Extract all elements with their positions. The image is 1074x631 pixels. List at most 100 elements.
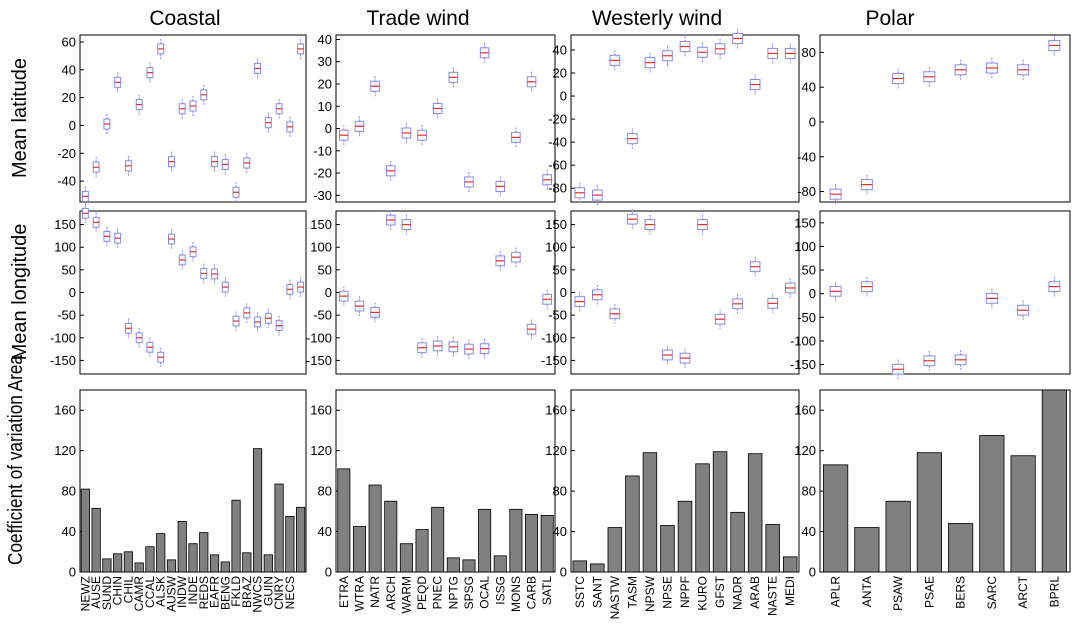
- category-label: WTRA: [352, 576, 366, 611]
- bar: [540, 514, 554, 573]
- panel-frame: [335, 210, 556, 375]
- y-tick-label: 160: [310, 403, 332, 418]
- y-tick-label: 0: [809, 286, 816, 301]
- category-label: PNEC: [431, 576, 445, 610]
- y-tick-label: 100: [794, 239, 816, 254]
- category-label: INDW: [175, 575, 189, 608]
- bar: [274, 483, 284, 573]
- bar: [431, 506, 445, 573]
- y-tick-label: 40: [318, 32, 332, 47]
- category-label: GUIN: [261, 576, 275, 606]
- category-label: MONS: [509, 576, 523, 612]
- category-label: PSAE: [922, 576, 936, 608]
- y-tick-label: -100: [50, 330, 76, 345]
- bar: [660, 525, 675, 573]
- bar: [823, 464, 849, 573]
- bar: [478, 508, 492, 573]
- category-label: NADR: [731, 576, 745, 610]
- y-tick-label: -40: [797, 149, 816, 164]
- bar: [188, 543, 198, 573]
- y-tick-label: 40: [62, 62, 76, 77]
- y-tick-label: 10: [318, 99, 332, 114]
- y-tick-label: -10: [313, 143, 332, 158]
- panel-frame: [79, 210, 307, 375]
- y-tick-label: 20: [62, 90, 76, 105]
- y-tick-label: 30: [318, 54, 332, 69]
- y-tick-label: 0: [69, 565, 76, 580]
- bar: [209, 554, 220, 573]
- category-label: NASTW: [608, 575, 622, 619]
- category-label: BPRL: [1047, 576, 1061, 608]
- y-tick-label: 80: [318, 484, 332, 499]
- y-tick-label: 120: [310, 443, 332, 458]
- category-label: INDE: [186, 576, 200, 605]
- y-tick-label: 20: [318, 76, 332, 91]
- category-label: SUND: [100, 576, 114, 610]
- category-label: AUSE: [89, 576, 103, 609]
- category-label: NWCS: [251, 576, 265, 613]
- bar: [242, 552, 252, 573]
- bar: [730, 511, 745, 573]
- bar: [102, 558, 112, 573]
- bar: [220, 561, 230, 573]
- bar: [572, 560, 588, 573]
- category-label: NPSE: [660, 576, 674, 609]
- y-tick-label: 120: [794, 443, 816, 458]
- panel-frame: [819, 389, 1071, 573]
- y-tick-label: 40: [802, 80, 816, 95]
- category-label: BERS: [954, 576, 968, 609]
- y-tick-label: 100: [54, 240, 76, 255]
- y-tick-label: 150: [794, 215, 816, 230]
- category-label: CHIL: [121, 576, 135, 604]
- panel-frame: [79, 34, 307, 203]
- bar: [156, 533, 166, 573]
- y-tick-label: 40: [553, 524, 567, 539]
- category-label: APLR: [829, 576, 843, 608]
- category-label: ARAB: [748, 576, 762, 609]
- y-tick-label: 0: [809, 565, 816, 580]
- category-label: WARM: [399, 576, 413, 614]
- panel-frame: [819, 210, 1071, 375]
- y-tick-label: 20: [553, 66, 567, 81]
- bar: [979, 435, 1005, 573]
- category-label: ETRA: [337, 576, 351, 608]
- category-label: KURO: [696, 576, 710, 611]
- y-tick-label: 0: [560, 285, 567, 300]
- bar: [916, 452, 942, 573]
- y-tick-label: 0: [69, 285, 76, 300]
- bar: [462, 559, 476, 573]
- panel-frame: [570, 34, 800, 203]
- bar: [525, 513, 539, 573]
- y-tick-label: -80: [797, 184, 816, 199]
- y-tick-label: 160: [54, 403, 76, 418]
- category-label: FKLD: [229, 576, 243, 607]
- category-label: BRAZ: [240, 576, 254, 608]
- bar: [166, 559, 177, 573]
- y-tick-label: 0: [560, 89, 567, 104]
- category-label: SANT: [590, 575, 604, 608]
- y-tick-label: -150: [50, 353, 76, 368]
- category-label: CCAL: [143, 576, 157, 608]
- y-tick-label: -30: [313, 188, 332, 203]
- y-tick-label: 0: [809, 114, 816, 129]
- bar: [509, 508, 523, 573]
- bar: [368, 484, 382, 573]
- category-label: PEQD: [415, 576, 429, 610]
- category-label: NATR: [368, 576, 382, 608]
- category-label: ANTA: [860, 576, 874, 607]
- category-label: BENG: [218, 576, 232, 610]
- bar: [1010, 455, 1036, 573]
- category-label: AUSW: [164, 575, 178, 612]
- y-tick-label: 0: [69, 118, 76, 133]
- bar: [123, 551, 134, 573]
- bar: [296, 506, 306, 573]
- y-tick-label: 40: [802, 524, 816, 539]
- y-tick-label: -100: [306, 330, 332, 345]
- y-tick-label: 0: [325, 565, 332, 580]
- bar: [607, 527, 623, 573]
- bar: [590, 563, 605, 573]
- bar: [337, 468, 351, 573]
- y-tick-label: -50: [797, 310, 816, 325]
- category-label: NECS: [283, 576, 297, 609]
